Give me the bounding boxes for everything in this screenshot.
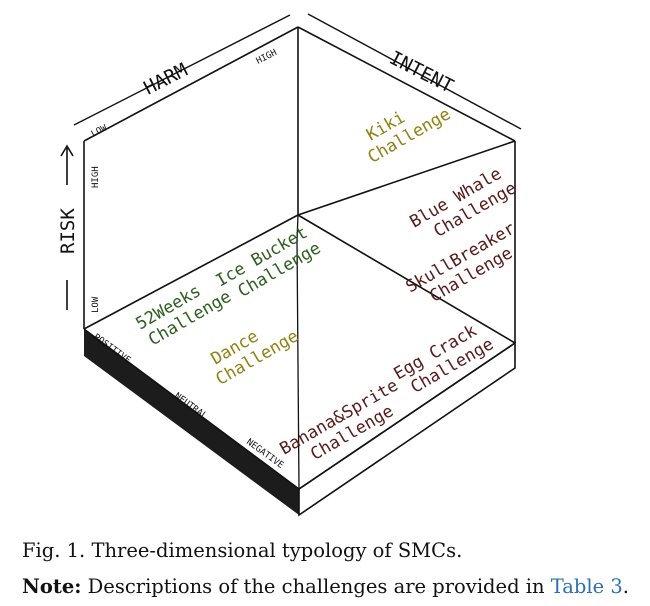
harm-axis-line [73,14,291,126]
skull-breaker-challenge: SkullBreaker Challenge [403,219,519,307]
cube-edges [83,26,516,490]
dance-challenge: Dance Challenge [208,326,303,389]
base-slab-front [84,329,299,515]
note-end: . [622,575,629,598]
table-3-link[interactable]: Table 3 [550,575,623,598]
typology-cube: HARM LOW HIGH INTENT RISK HIGH LOW POSIT… [57,13,522,517]
intent-label: INTENT [386,47,457,98]
note-label: Note: [22,575,82,598]
risk-high-label: HIGH [91,166,101,188]
harm-label: HARM [140,59,191,99]
intent-axis-line [307,13,522,130]
risk-low-label: LOW [91,296,101,313]
risk-arrow [60,144,74,310]
harm-low-label: LOW [90,123,110,140]
risk-label: RISK [57,208,79,254]
harm-high-label: HIGH [255,48,279,67]
kiki-challenge: Kiki Challenge [363,104,454,167]
figure-note: Note: Descriptions of the challenges are… [22,575,629,598]
figure-caption: Fig. 1. Three-dimensional typology of SM… [22,539,463,562]
note-text: Descriptions of the challenges are provi… [81,575,551,598]
